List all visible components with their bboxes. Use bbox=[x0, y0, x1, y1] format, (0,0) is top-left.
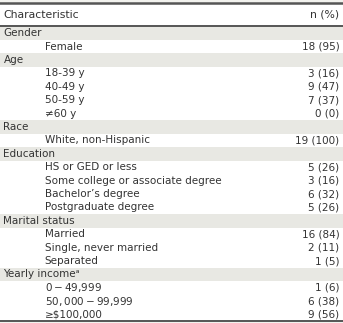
Bar bbox=[0, 161, 343, 174]
Text: Characteristic: Characteristic bbox=[3, 10, 79, 20]
Text: Single, never married: Single, never married bbox=[45, 243, 158, 253]
Bar bbox=[0, 40, 343, 53]
Text: 50-59 y: 50-59 y bbox=[45, 95, 84, 105]
Bar bbox=[0, 174, 343, 187]
Bar bbox=[0, 67, 343, 80]
Text: n (%): n (%) bbox=[310, 10, 340, 20]
Text: Gender: Gender bbox=[3, 28, 42, 38]
Text: White, non-Hispanic: White, non-Hispanic bbox=[45, 135, 150, 145]
Bar bbox=[0, 295, 343, 308]
Bar bbox=[0, 187, 343, 201]
Bar bbox=[0, 107, 343, 120]
Bar bbox=[0, 201, 343, 214]
Bar bbox=[0, 53, 343, 67]
Text: 0 (0): 0 (0) bbox=[315, 109, 340, 119]
Bar bbox=[0, 268, 343, 281]
Text: Postgraduate degree: Postgraduate degree bbox=[45, 203, 154, 213]
Text: $50,000-$99,999: $50,000-$99,999 bbox=[45, 295, 133, 308]
Text: Separated: Separated bbox=[45, 256, 98, 266]
Text: Race: Race bbox=[3, 122, 29, 132]
Bar bbox=[0, 241, 343, 255]
Text: 3 (16): 3 (16) bbox=[308, 68, 340, 78]
Text: Education: Education bbox=[3, 149, 56, 159]
Text: ≥$100,000: ≥$100,000 bbox=[45, 310, 103, 320]
Text: Marital status: Marital status bbox=[3, 216, 75, 226]
Text: 18 (95): 18 (95) bbox=[302, 42, 340, 52]
Text: Age: Age bbox=[3, 55, 24, 65]
Text: 5 (26): 5 (26) bbox=[308, 203, 340, 213]
Bar bbox=[0, 134, 343, 147]
Text: 9 (56): 9 (56) bbox=[308, 310, 340, 320]
Text: 19 (100): 19 (100) bbox=[295, 135, 340, 145]
Text: 9 (47): 9 (47) bbox=[308, 82, 340, 92]
Bar bbox=[0, 80, 343, 94]
Text: Female: Female bbox=[45, 42, 82, 52]
Bar bbox=[0, 227, 343, 241]
Text: Married: Married bbox=[45, 229, 84, 239]
Text: 7 (37): 7 (37) bbox=[308, 95, 340, 105]
Text: 1 (5): 1 (5) bbox=[315, 256, 340, 266]
Text: 1 (6): 1 (6) bbox=[315, 283, 340, 293]
Bar bbox=[0, 94, 343, 107]
Bar bbox=[0, 281, 343, 295]
Text: 5 (26): 5 (26) bbox=[308, 162, 340, 172]
Text: 6 (32): 6 (32) bbox=[308, 189, 340, 199]
Text: 16 (84): 16 (84) bbox=[302, 229, 340, 239]
Bar bbox=[0, 26, 343, 40]
Bar bbox=[0, 214, 343, 228]
Bar bbox=[0, 147, 343, 161]
Text: 18-39 y: 18-39 y bbox=[45, 68, 84, 78]
Text: 2 (11): 2 (11) bbox=[308, 243, 340, 253]
Bar bbox=[0, 120, 343, 134]
Bar bbox=[0, 255, 343, 268]
Text: 40-49 y: 40-49 y bbox=[45, 82, 84, 92]
Text: $0-$49,999: $0-$49,999 bbox=[45, 281, 102, 294]
Text: Yearly incomeᵃ: Yearly incomeᵃ bbox=[3, 269, 80, 279]
Bar bbox=[0, 3, 343, 26]
Text: Bachelor’s degree: Bachelor’s degree bbox=[45, 189, 139, 199]
Text: Some college or associate degree: Some college or associate degree bbox=[45, 176, 221, 186]
Text: HS or GED or less: HS or GED or less bbox=[45, 162, 137, 172]
Text: ≠60 y: ≠60 y bbox=[45, 109, 76, 119]
Text: 3 (16): 3 (16) bbox=[308, 176, 340, 186]
Text: 6 (38): 6 (38) bbox=[308, 296, 340, 306]
Bar bbox=[0, 308, 343, 321]
